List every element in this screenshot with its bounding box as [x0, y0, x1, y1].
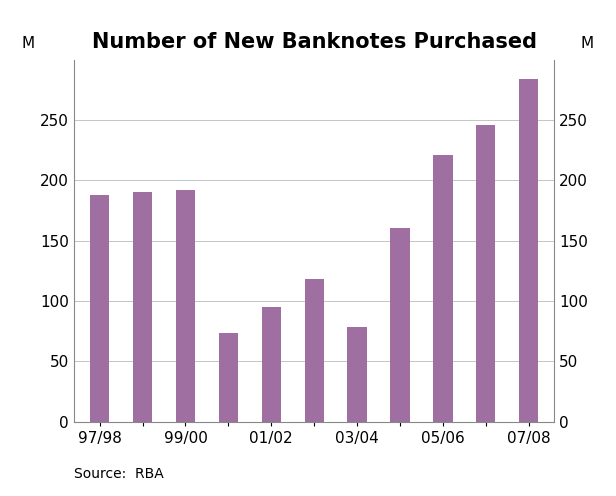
Bar: [476, 124, 495, 422]
Bar: [519, 79, 538, 422]
Bar: [133, 192, 152, 422]
Text: M: M: [580, 36, 593, 51]
Text: Source:  RBA: Source: RBA: [74, 467, 164, 481]
Bar: [176, 190, 195, 422]
Bar: [347, 327, 367, 422]
Title: Number of New Banknotes Purchased: Number of New Banknotes Purchased: [92, 32, 537, 53]
Bar: [90, 195, 109, 422]
Text: M: M: [21, 36, 34, 51]
Bar: [433, 155, 453, 422]
Bar: [262, 307, 281, 422]
Bar: [219, 333, 238, 422]
Bar: [391, 229, 410, 422]
Bar: [304, 279, 324, 422]
